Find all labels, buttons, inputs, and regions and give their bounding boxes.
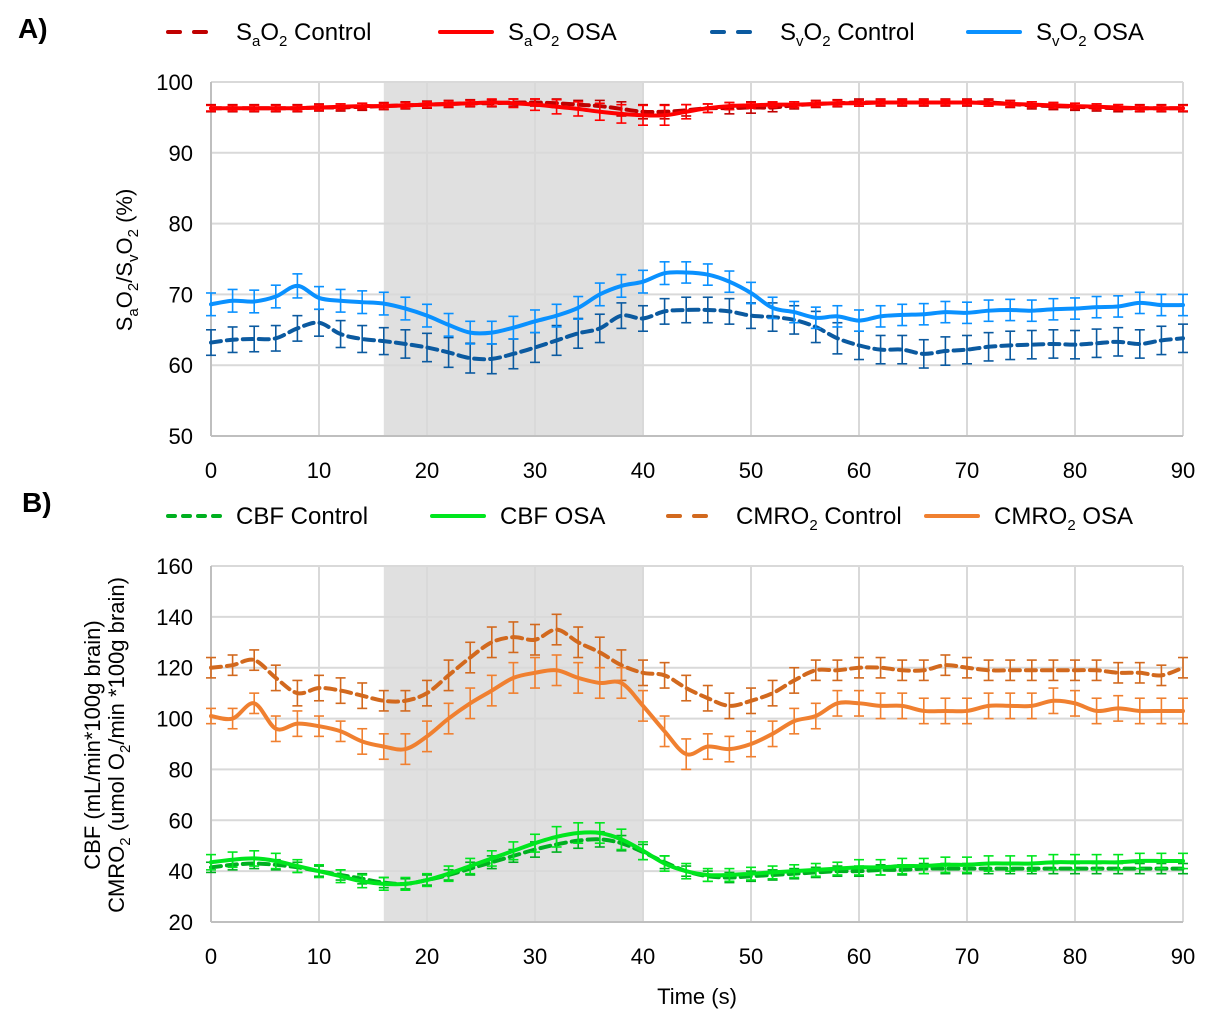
legend-item: CBF Control <box>166 503 368 530</box>
y-tick-label: 60 <box>169 808 193 833</box>
legend-label: SvO2 Control <box>780 19 915 50</box>
shaded-interval <box>383 566 643 922</box>
series-line <box>209 627 1185 708</box>
legend-label: SvO2 OSA <box>1036 19 1144 50</box>
y-axis-title-b-line1: CBF (mL/min*100g brain) <box>80 620 105 869</box>
series-line <box>209 307 1185 362</box>
x-tick-label: 20 <box>415 944 439 969</box>
legend-item: CMRO2 OSA <box>924 503 1133 534</box>
x-tick-label: 70 <box>955 944 979 969</box>
legend-item: SvO2 OSA <box>966 19 1144 50</box>
x-tick-label: 20 <box>415 458 439 483</box>
legend-a: SaO2 Control SaO2 OSA SvO2 Control SvO2 OSA <box>166 19 1144 50</box>
y-tick-label: 60 <box>169 353 193 378</box>
y-tick-label: 140 <box>156 605 193 630</box>
x-tick-label: 40 <box>631 944 655 969</box>
y-axis-title-a: SaO2/SvO2 (%) <box>112 189 142 332</box>
plot-a: 0 10 20 30 40 50 60 70 80 90 50 60 70 80 90 100 <box>156 70 1195 483</box>
x-tick-label: 40 <box>631 458 655 483</box>
x-tick-label: 0 <box>205 458 217 483</box>
legend-label: SaO2 Control <box>236 19 371 50</box>
series-svo2-osa <box>206 261 1188 345</box>
plot-b: 0 10 20 30 40 50 60 70 80 90 20 40 60 80 100 120 140 160 <box>156 554 1195 969</box>
series-cmro2-control <box>206 613 1188 720</box>
legend-label: CBF Control <box>236 503 368 530</box>
legend-item: SaO2 OSA <box>438 19 617 50</box>
y-tick-label: 20 <box>169 910 193 935</box>
x-tick-label: 10 <box>307 458 331 483</box>
x-tick-label: 50 <box>739 944 763 969</box>
y-tick-label: 100 <box>156 70 193 95</box>
legend-b: CBF Control CBF OSA CMRO2 Control CMRO2 OSA <box>166 503 1133 534</box>
series-cbf-osa <box>206 822 1188 892</box>
x-tick-label: 80 <box>1063 944 1087 969</box>
plot-area <box>211 82 1183 436</box>
panel-b: B) CBF Control CBF OSA CMRO2 Control CMRO2 … <box>22 487 1195 1009</box>
y-tick-label: 120 <box>156 656 193 681</box>
panel-a: A) SaO2 Control SaO2 OSA SvO2 Control SvO2 … <box>18 13 1195 483</box>
legend-label: CMRO2 Control <box>736 503 902 534</box>
series-cmro2-osa <box>206 654 1188 771</box>
x-tick-label: 0 <box>205 944 217 969</box>
series-line <box>209 100 1185 118</box>
legend-item: SvO2 Control <box>710 19 915 50</box>
x-tick-label: 60 <box>847 944 871 969</box>
y-tick-label: 70 <box>169 282 193 307</box>
legend-item: CBF OSA <box>430 503 605 530</box>
x-tick-label: 80 <box>1063 458 1087 483</box>
y-tick-label: 50 <box>169 424 193 449</box>
y-tick-label: 100 <box>156 707 193 732</box>
y-tick-label: 80 <box>169 757 193 782</box>
x-tick-label: 90 <box>1171 458 1195 483</box>
y-tick-label: 80 <box>169 212 193 237</box>
series-sao2-osa <box>206 98 1188 126</box>
legend-item: SaO2 Control <box>166 19 371 50</box>
shaded-interval <box>383 82 643 436</box>
x-tick-label: 90 <box>1171 944 1195 969</box>
y-axis-title-b-line2: CMRO2 (umol O2/min *100g brain) <box>104 577 134 913</box>
panel-a-label: A) <box>18 13 48 44</box>
panel-b-label: B) <box>22 487 52 518</box>
x-tick-label: 60 <box>847 458 871 483</box>
x-tick-label: 30 <box>523 944 547 969</box>
y-tick-label: 90 <box>169 141 193 166</box>
series-line <box>209 830 1185 887</box>
series-svo2-control <box>206 296 1188 375</box>
series-line <box>209 270 1185 336</box>
legend-label: CBF OSA <box>500 503 605 530</box>
x-tick-label: 70 <box>955 458 979 483</box>
legend-label: CMRO2 OSA <box>994 503 1133 534</box>
y-tick-label: 160 <box>156 554 193 579</box>
x-tick-label: 30 <box>523 458 547 483</box>
series-line <box>209 668 1185 757</box>
legend-item: CMRO2 Control <box>666 503 902 534</box>
x-axis-title: Time (s) <box>657 984 737 1009</box>
x-tick-label: 50 <box>739 458 763 483</box>
y-tick-label: 40 <box>169 859 193 884</box>
legend-label: SaO2 OSA <box>508 19 617 50</box>
x-tick-label: 10 <box>307 944 331 969</box>
